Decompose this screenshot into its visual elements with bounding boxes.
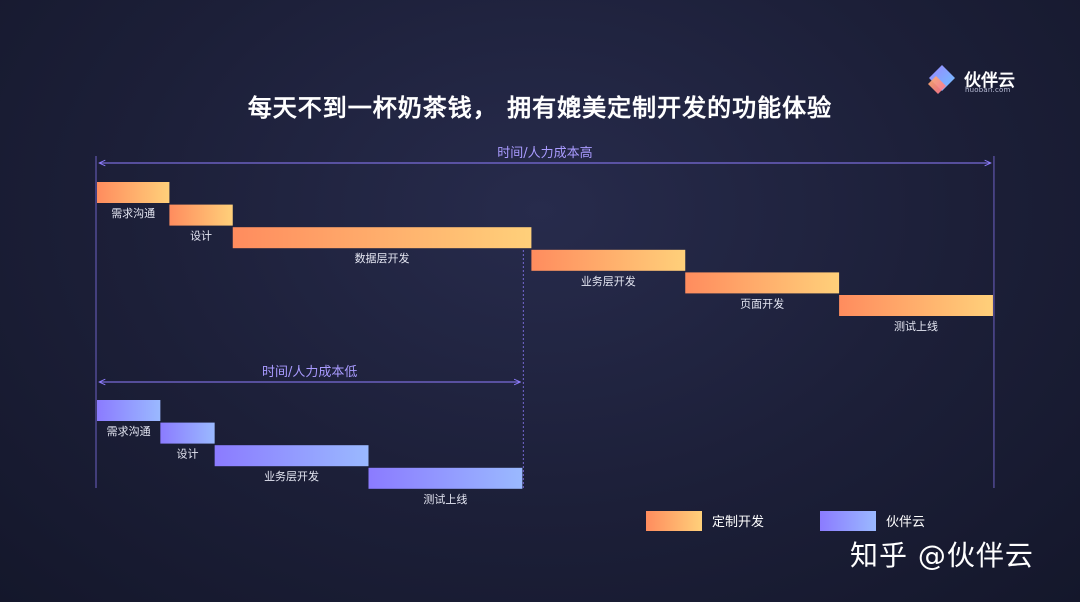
- task-label-huoban-3: 测试上线: [423, 492, 467, 506]
- zhihu-watermark: 知乎 @伙伴云: [850, 539, 1034, 572]
- bar-huoban-3: [368, 467, 523, 489]
- task-label-huoban-2: 业务层开发: [264, 469, 319, 483]
- bar-huoban-1: [160, 422, 215, 444]
- legend-label-custom: 定制开发: [712, 514, 764, 530]
- task-label-huoban-0: 需求沟通: [107, 425, 151, 438]
- task-label-custom-1: 设计: [190, 230, 212, 243]
- task-label-custom-4: 页面开发: [740, 296, 784, 310]
- task-label-custom-3: 业务层开发: [581, 274, 636, 288]
- legend-swatch-huoban: [820, 511, 876, 531]
- bar-custom-2: [232, 227, 532, 249]
- legend-label-huoban: 伙伴云: [886, 515, 925, 530]
- bar-custom-1: [169, 204, 233, 226]
- logo-name: 伙伴云: [964, 71, 1015, 91]
- slide-title: 每天不到一杯奶茶钱， 拥有媲美定制开发的功能体验: [247, 94, 833, 122]
- bar-huoban-2: [214, 445, 369, 467]
- task-label-custom-2: 数据层开发: [355, 251, 410, 265]
- bar-custom-3: [531, 249, 686, 271]
- huoban-logo-icon: [928, 65, 955, 94]
- bar-custom-0: [97, 182, 170, 203]
- span-label-custom: 时间/人力成本高: [497, 145, 592, 161]
- bar-custom-4: [685, 272, 840, 294]
- task-label-huoban-1: 设计: [177, 448, 199, 461]
- bar-custom-5: [839, 295, 993, 316]
- logo-domain: huoban.com: [965, 86, 1011, 94]
- legend-swatch-custom: [646, 511, 702, 531]
- task-label-custom-0: 需求沟通: [111, 207, 155, 220]
- huoban-logo: 伙伴云 huoban.com: [924, 62, 1034, 98]
- span-label-huoban: 时间/人力成本低: [262, 365, 357, 380]
- task-label-custom-5: 测试上线: [894, 319, 938, 333]
- bar-huoban-0: [97, 400, 161, 421]
